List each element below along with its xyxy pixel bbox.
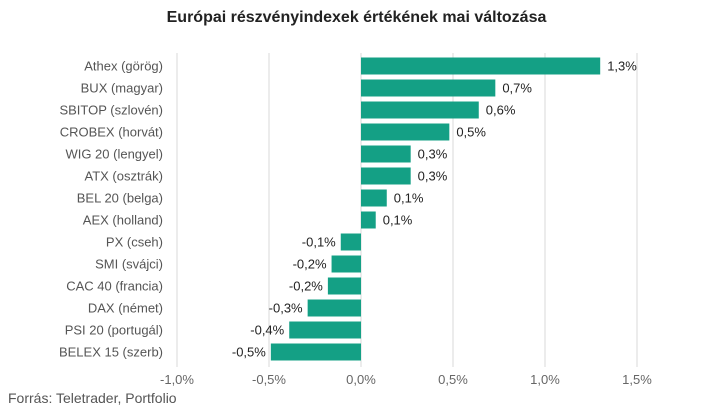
value-label: 0,3% <box>418 169 448 184</box>
category-label: CAC 40 (francia) <box>66 279 163 294</box>
bar <box>307 299 361 317</box>
x-tick-label: 0,5% <box>438 372 468 387</box>
value-label: 0,7% <box>502 81 532 96</box>
value-label: -0,2% <box>289 279 323 294</box>
category-label: SBITOP (szlovén) <box>59 103 163 118</box>
gridlines <box>176 53 638 367</box>
x-tick-label: -1,0% <box>160 372 194 387</box>
x-tick-label: 1,5% <box>622 372 652 387</box>
category-label: AEX (holland) <box>83 213 163 228</box>
bar <box>361 57 601 75</box>
x-tick-label: 1,0% <box>530 372 560 387</box>
bars <box>270 57 601 361</box>
bar <box>270 343 361 361</box>
bar <box>361 189 387 207</box>
bar <box>361 123 450 141</box>
category-label: WIG 20 (lengyel) <box>65 147 163 162</box>
value-label: -0,2% <box>293 257 327 272</box>
bar <box>361 79 496 97</box>
category-label: Athex (görög) <box>84 59 163 74</box>
value-label: 0,6% <box>486 103 516 118</box>
category-label: ATX (osztrák) <box>85 169 164 184</box>
bar <box>340 233 361 251</box>
bar <box>331 255 361 273</box>
bar <box>361 145 411 163</box>
category-label: BUX (magyar) <box>81 81 163 96</box>
bar <box>289 321 361 339</box>
value-label: 1,3% <box>607 59 637 74</box>
bar <box>361 167 411 185</box>
category-label: DAX (német) <box>88 301 163 316</box>
category-label: PX (cseh) <box>106 235 163 250</box>
value-label: -0,4% <box>250 323 284 338</box>
value-label: -0,3% <box>269 301 303 316</box>
source-note: Forrás: Teletrader, Portfolio <box>8 390 177 406</box>
x-axis-ticks: -1,0% -0,5% 0,0% 0,5% 1,0% 1,5% <box>160 372 652 387</box>
category-labels: Athex (görög) BUX (magyar) SBITOP (szlovén… <box>59 59 163 360</box>
bar <box>327 277 361 295</box>
value-label: 0,1% <box>383 213 413 228</box>
chart-title: Európai részvényindexek értékének mai vá… <box>166 9 547 26</box>
x-tick-label: 0,0% <box>346 372 376 387</box>
category-label: BELEX 15 (szerb) <box>59 345 163 360</box>
x-tick-label: -0,5% <box>252 372 286 387</box>
value-label: -0,5% <box>232 345 266 360</box>
value-label: 0,5% <box>456 125 486 140</box>
value-label: -0,1% <box>302 235 336 250</box>
bar <box>361 101 479 119</box>
bar <box>361 211 376 229</box>
category-label: PSI 20 (portugál) <box>65 323 163 338</box>
value-label: 0,3% <box>418 147 448 162</box>
value-labels: 1,3% 0,7% 0,6%0,5% 0,3% 0,3% 0,1% 0,1% -0,1% -0,… <box>232 59 637 360</box>
category-label: BEL 20 (belga) <box>77 191 163 206</box>
category-label: SMI (svájci) <box>95 257 163 272</box>
value-label: 0,1% <box>394 191 424 206</box>
category-label: CROBEX (horvát) <box>60 125 163 140</box>
